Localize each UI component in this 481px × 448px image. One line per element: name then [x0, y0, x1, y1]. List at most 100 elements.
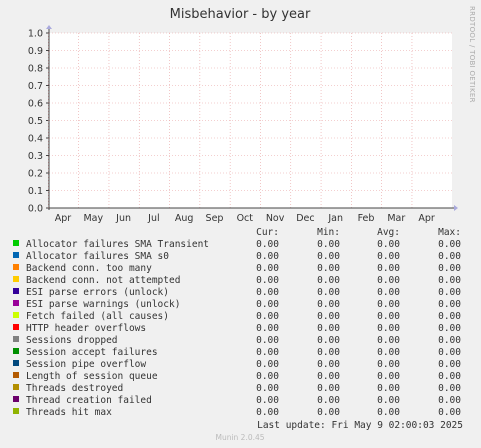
legend-cur-value: 0.00: [256, 263, 279, 274]
x-tick-label: Oct: [237, 213, 254, 224]
legend-avg-value: 0.00: [377, 299, 400, 310]
legend-cur-value: 0.00: [256, 323, 279, 334]
legend-avg-value: 0.00: [377, 335, 400, 346]
legend-min-value: 0.00: [317, 299, 340, 310]
legend-avg-value: 0.00: [377, 239, 400, 250]
legend-swatch: [13, 252, 19, 258]
legend-avg-value: 0.00: [377, 371, 400, 382]
legend-series-name: HTTP header overflows: [26, 323, 146, 334]
legend-cur-value: 0.00: [256, 311, 279, 322]
legend-max-value: 0.00: [438, 287, 461, 298]
x-gridlines: [48, 33, 413, 208]
y-gridlines: [46, 32, 452, 209]
x-tick-label: Aug: [175, 213, 194, 224]
legend-series-name: Length of session queue: [26, 371, 158, 382]
y-tick-label: 0.5: [28, 116, 43, 127]
legend-min-value: 0.00: [317, 347, 340, 358]
legend-max-value: 0.00: [438, 359, 461, 370]
x-axis-arrow: [454, 205, 458, 211]
legend-min-value: 0.00: [317, 323, 340, 334]
legend-avg-value: 0.00: [377, 395, 400, 406]
legend-min-value: 0.00: [317, 335, 340, 346]
legend-avg-value: 0.00: [377, 383, 400, 394]
legend-swatch: [13, 348, 19, 354]
legend-cur-value: 0.00: [256, 335, 279, 346]
y-tick-label: 0.3: [28, 151, 43, 162]
legend-max-value: 0.00: [438, 371, 461, 382]
legend-series-name: Session pipe overflow: [26, 359, 146, 370]
legend-avg-value: 0.00: [377, 407, 400, 418]
legend-max-value: 0.00: [438, 323, 461, 334]
legend-max-value: 0.00: [438, 395, 461, 406]
y-tick-label: 0.1: [28, 186, 43, 197]
legend-cur-value: 0.00: [256, 407, 279, 418]
legend-min-value: 0.00: [317, 371, 340, 382]
legend-max-value: 0.00: [438, 299, 461, 310]
x-tick-label: Sep: [206, 213, 224, 224]
legend-series-name: Backend conn. too many: [26, 263, 152, 274]
legend-max-value: 0.00: [438, 311, 461, 322]
legend-swatch: [13, 300, 19, 306]
legend-series-name: Allocator failures SMA s0: [26, 251, 169, 262]
x-axis-tick-labels: Apr May Jun Jul Aug Sep Oct Nov Dec Jan Feb Mar Apr: [55, 213, 435, 224]
legend-max-value: 0.00: [438, 263, 461, 274]
y-axis-tick-labels: 0.0 0.1 0.2 0.3 0.4 0.5 0.6 0.7 0.8 0.9 1.0: [28, 29, 43, 215]
legend-min-value: 0.00: [317, 275, 340, 286]
x-tick-label: Dec: [296, 213, 314, 224]
legend-min-value: 0.00: [317, 383, 340, 394]
legend-avg-value: 0.00: [377, 251, 400, 262]
legend-header: Cur:: [256, 227, 279, 238]
legend-row: Threads hit max 0.00 0.00 0.00 0.00: [13, 407, 461, 418]
y-axis-arrow: [46, 25, 52, 29]
legend-cur-value: 0.00: [256, 383, 279, 394]
legend-row: Length of session queue 0.00 0.00 0.00 0.00: [13, 371, 461, 382]
y-tick-label: 1.0: [28, 29, 43, 40]
legend-avg-value: 0.00: [377, 263, 400, 274]
legend-series-name: Session accept failures: [26, 347, 158, 358]
legend-cur-value: 0.00: [256, 287, 279, 298]
legend-swatch: [13, 372, 19, 378]
legend-swatch: [13, 276, 19, 282]
legend-series-name: Backend conn. not attempted: [26, 275, 180, 286]
legend-avg-value: 0.00: [377, 347, 400, 358]
rrdtool-side-label: RRDTOOL / TOBI OETIKER: [468, 6, 476, 103]
legend-swatch: [13, 264, 19, 270]
x-tick-label: Jun: [115, 213, 131, 224]
legend-series-name: Sessions dropped: [26, 335, 118, 346]
legend-cur-value: 0.00: [256, 395, 279, 406]
legend-cur-value: 0.00: [256, 371, 279, 382]
legend-row: Threads destroyed 0.00 0.00 0.00 0.00: [13, 383, 461, 394]
x-tick-label: Apr: [55, 213, 72, 224]
x-tick-label: Mar: [387, 213, 405, 224]
legend-swatch: [13, 396, 19, 402]
legend-min-value: 0.00: [317, 251, 340, 262]
legend-max-value: 0.00: [438, 335, 461, 346]
legend-series-name: Thread creation failed: [26, 395, 152, 406]
y-tick-label: 0.8: [28, 64, 43, 75]
legend-row: ESI parse warnings (unlock) 0.00 0.00 0.00 0…: [13, 299, 461, 310]
x-tick-label: Feb: [358, 213, 375, 224]
legend-swatch: [13, 408, 19, 414]
legend-series-name: Allocator failures SMA Transient: [26, 239, 209, 250]
legend-max-value: 0.00: [438, 275, 461, 286]
axes: [46, 25, 458, 211]
legend-row: Backend conn. not attempted 0.00 0.00 0.00 0…: [13, 275, 461, 286]
legend-row: Sessions dropped 0.00 0.00 0.00 0.00: [13, 335, 461, 346]
legend-header: Max:: [438, 227, 461, 238]
legend-cur-value: 0.00: [256, 275, 279, 286]
legend-swatch: [13, 324, 19, 330]
legend-cur-value: 0.00: [256, 251, 279, 262]
x-tick-label: Apr: [418, 213, 435, 224]
legend-min-value: 0.00: [317, 311, 340, 322]
legend-avg-value: 0.00: [377, 359, 400, 370]
y-tick-label: 0.2: [28, 169, 43, 180]
y-tick-label: 0.6: [28, 99, 43, 110]
legend-header: Avg:: [377, 227, 400, 238]
legend-row: Fetch failed (all causes) 0.00 0.00 0.00 0.0…: [13, 311, 461, 322]
legend-cur-value: 0.00: [256, 347, 279, 358]
legend-swatch: [13, 360, 19, 366]
legend-max-value: 0.00: [438, 239, 461, 250]
legend-series-name: Threads hit max: [26, 407, 112, 418]
legend-max-value: 0.00: [438, 407, 461, 418]
